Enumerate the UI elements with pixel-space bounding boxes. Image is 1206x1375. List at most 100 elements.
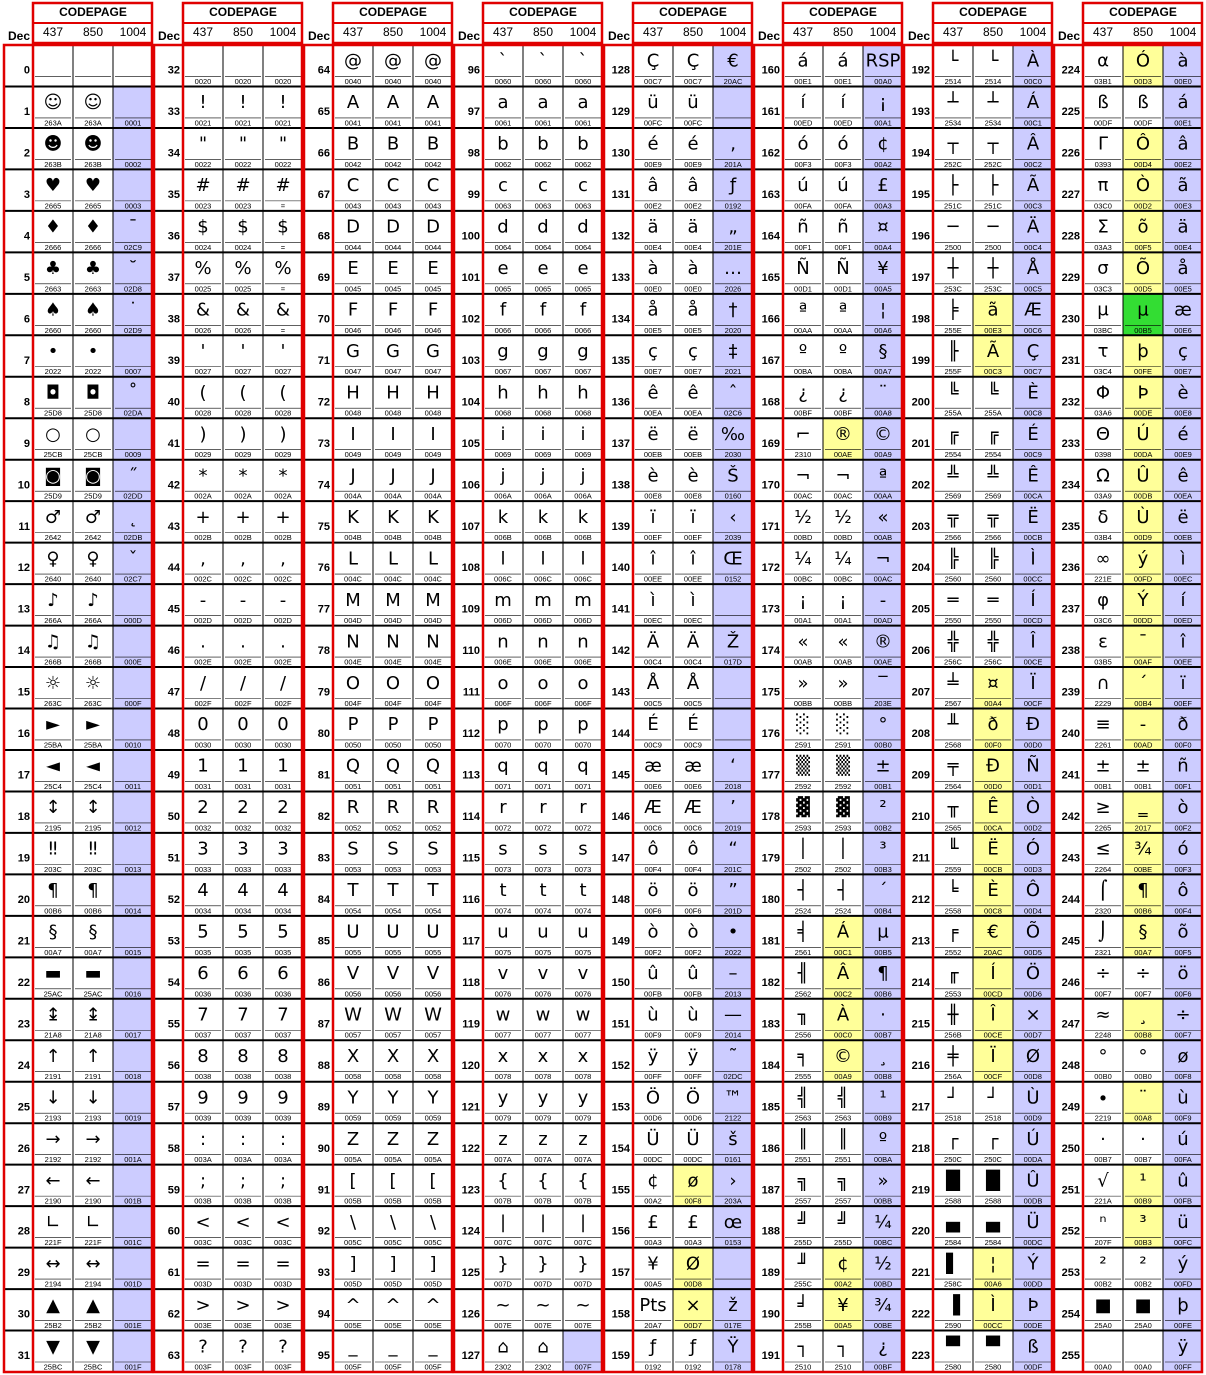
code-label: 0012 xyxy=(125,823,142,832)
code-label: 00CF xyxy=(1024,699,1043,708)
codepage-header: 850 xyxy=(833,25,853,39)
glyph: ≥ xyxy=(1095,797,1110,818)
glyph: ™ xyxy=(724,1087,742,1108)
glyph: c xyxy=(578,175,588,196)
glyph: › xyxy=(729,1170,736,1191)
code-label: 00C3 xyxy=(1024,201,1042,210)
cell-highlight xyxy=(713,127,753,170)
code-label: 007C xyxy=(574,1238,593,1247)
glyph: û xyxy=(1177,1170,1188,1191)
code-label: 0025 xyxy=(195,284,212,293)
code-label: 00B1 xyxy=(1134,782,1152,791)
glyph: ⌂ xyxy=(537,1336,548,1357)
code-label: 00F1 xyxy=(794,243,811,252)
glyph: ▌ xyxy=(945,1252,960,1274)
dec-label: 5 xyxy=(24,272,30,284)
glyph: § xyxy=(879,341,888,362)
cell-highlight xyxy=(1013,252,1053,294)
glyph: 3 xyxy=(237,839,248,860)
glyph: W xyxy=(384,1005,402,1026)
code-label: 0007 xyxy=(125,367,142,376)
code-label: 2502 xyxy=(835,865,852,874)
cell-highlight xyxy=(1013,749,1053,792)
glyph: ] xyxy=(389,1253,396,1274)
glyph: ð xyxy=(987,714,998,735)
code-label: 00F2 xyxy=(644,948,661,957)
codepage-header: 437 xyxy=(1093,25,1113,39)
glyph: + xyxy=(195,507,210,528)
code-label: 0034 xyxy=(235,906,252,915)
glyph: ╛ xyxy=(797,1294,809,1316)
code-label: 006A xyxy=(574,492,592,501)
code-label: 00AE xyxy=(834,450,852,459)
glyph: b xyxy=(577,134,588,155)
cell-highlight xyxy=(863,459,903,502)
glyph: ↕ xyxy=(45,797,60,818)
code-label: 004A xyxy=(384,492,402,501)
glyph: ~ xyxy=(575,1295,590,1316)
dec-label: 19 xyxy=(18,853,30,865)
code-label: 2552 xyxy=(945,948,962,957)
code-label: 0040 xyxy=(425,77,442,86)
cell-highlight xyxy=(1163,293,1203,336)
code-label: 00E0 xyxy=(644,284,662,293)
dec-label: 122 xyxy=(462,1143,480,1155)
cell-highlight xyxy=(1013,169,1053,211)
group-border xyxy=(2,43,154,1374)
glyph: ® xyxy=(874,631,892,652)
glyph: ³ xyxy=(1139,1212,1146,1233)
code-label: 0022 xyxy=(275,160,292,169)
codepage-header: 850 xyxy=(1133,25,1153,39)
cell-highlight xyxy=(973,957,1013,999)
glyph: æ xyxy=(644,756,662,777)
code-label: 0001 xyxy=(125,118,142,127)
cell-highlight xyxy=(1123,708,1163,750)
dec-label: 140 xyxy=(612,562,630,574)
code-label: 006A xyxy=(534,492,552,501)
dec-label: 83 xyxy=(318,853,330,865)
dec-label: 76 xyxy=(318,562,330,574)
code-label: 00E3 xyxy=(984,326,1002,335)
code-label: 003E xyxy=(194,1321,212,1330)
cell-highlight xyxy=(973,832,1013,875)
glyph: └ xyxy=(948,50,960,72)
glyph: • xyxy=(728,922,739,943)
code-label: 0039 xyxy=(195,1114,212,1123)
glyph: þ xyxy=(1177,1295,1188,1316)
dec-label: 36 xyxy=(168,230,180,242)
code-label: 221F xyxy=(84,1238,102,1247)
code-label: 00ED xyxy=(834,118,853,127)
code-label: 0037 xyxy=(235,1031,252,1040)
cell-highlight xyxy=(863,1289,903,1331)
cell-highlight xyxy=(863,915,903,958)
glyph: π xyxy=(1098,175,1109,196)
code-label: 006C xyxy=(534,575,553,584)
glyph: ê xyxy=(687,382,698,403)
code-label: 0053 xyxy=(385,865,402,874)
glyph: ╔ xyxy=(988,424,1000,445)
glyph: _ xyxy=(388,1336,399,1357)
code-label: 00C6 xyxy=(684,823,702,832)
cell-highlight xyxy=(1163,874,1203,916)
cell-highlight xyxy=(1123,667,1163,709)
code-label: 2320 xyxy=(1095,906,1112,915)
code-label: 0068 xyxy=(575,409,592,418)
glyph: ▐ xyxy=(946,1294,961,1316)
cell-highlight xyxy=(973,915,1013,958)
dec-label: 86 xyxy=(318,977,330,989)
cell-highlight xyxy=(1163,1330,1203,1372)
code-label: 00C1 xyxy=(1024,118,1042,127)
glyph: 9 xyxy=(277,1087,288,1108)
cell-highlight xyxy=(113,376,153,419)
code-label: 2564 xyxy=(945,782,962,791)
glyph: ♪ xyxy=(87,590,99,611)
code-label: 003F xyxy=(274,1362,292,1371)
cell-highlight xyxy=(863,998,903,1041)
glyph: O xyxy=(346,673,360,694)
dec-label: 38 xyxy=(168,313,180,325)
glyph: R xyxy=(347,797,360,818)
glyph: A xyxy=(427,92,440,113)
cell-highlight xyxy=(1013,998,1053,1041)
code-label: 207F xyxy=(1094,1238,1112,1247)
dec-label: 189 xyxy=(762,1267,780,1279)
